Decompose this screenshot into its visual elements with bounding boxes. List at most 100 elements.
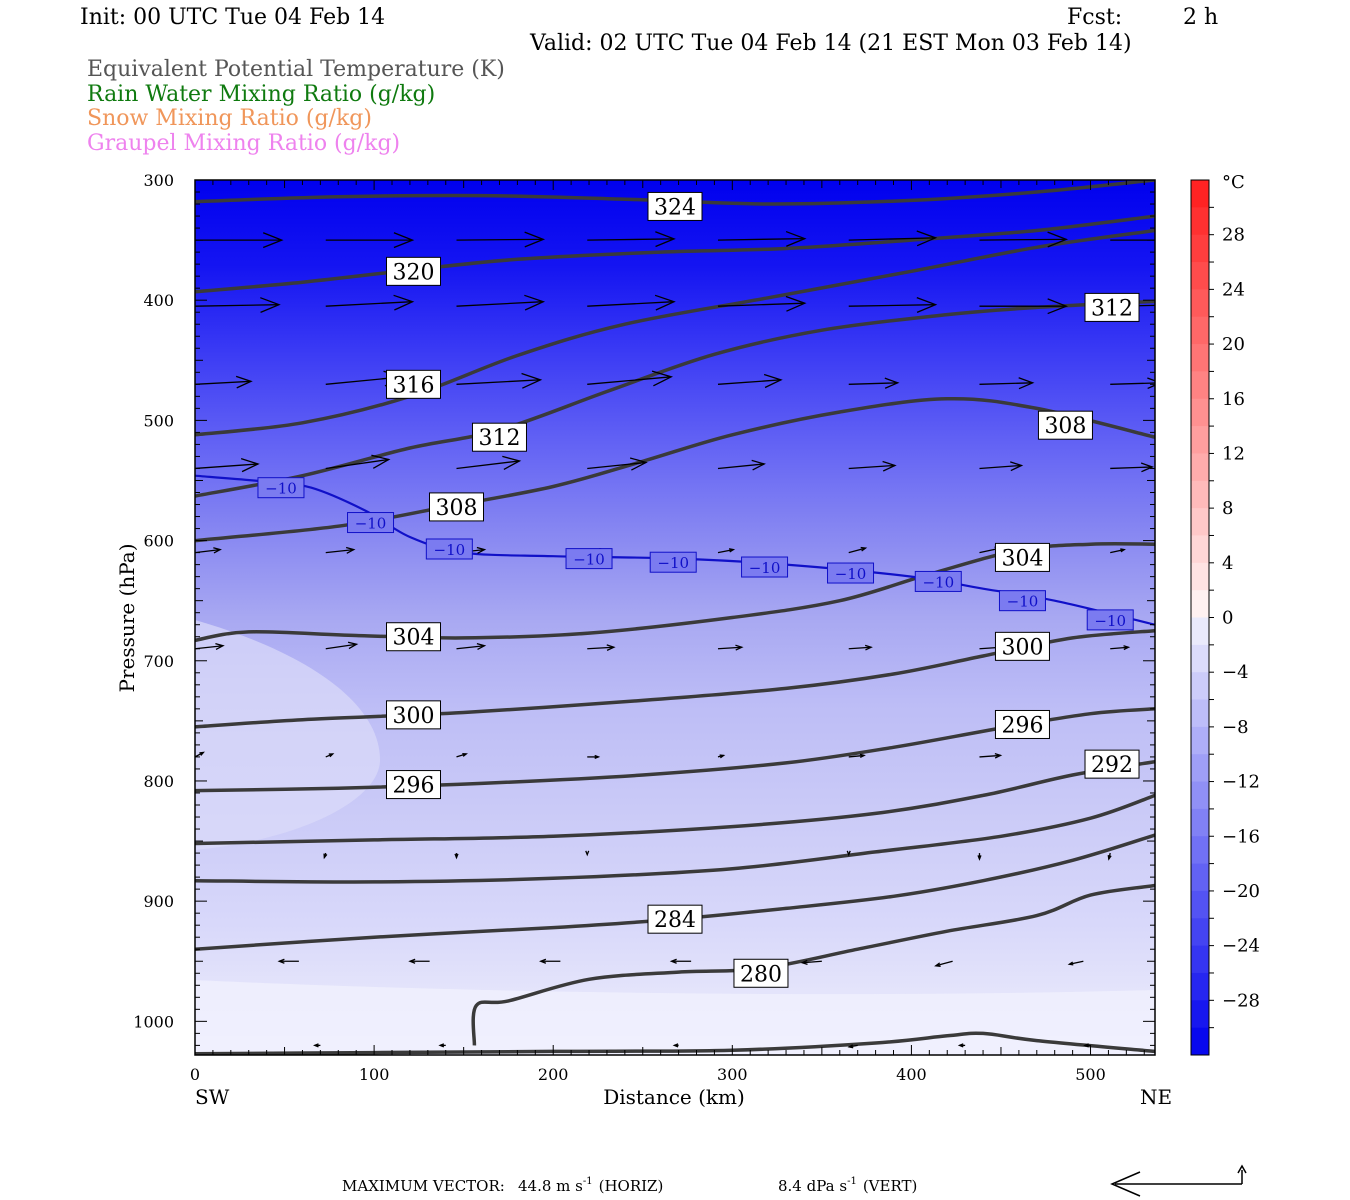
horiz-exponent: -1 [583,1176,593,1187]
wind-vector [323,852,328,860]
wind-vector [848,644,873,651]
wind-vector [313,1043,321,1048]
svg-text:292: 292 [1091,753,1133,778]
vert-max-text: 8.4 dPa s-1 (VERT) [778,1176,917,1195]
theta-e-contour [195,1031,1155,1055]
wind-vector [848,297,938,313]
wind-vector [456,643,487,650]
colorbar-label: 0 [1222,608,1233,629]
wind-vector [325,753,335,758]
x-tick-label: 200 [538,1065,569,1084]
wind-vector [1083,1043,1091,1048]
wind-vector [195,232,284,249]
colorbar-swatch [1191,699,1209,728]
wind-vector [979,231,1069,248]
svg-text:280: 280 [740,962,782,987]
colorbar-swatch [1191,808,1209,837]
svg-text:316: 316 [393,373,435,398]
svg-text:−10: −10 [265,480,297,498]
wind-vector [934,960,953,967]
colorbar-swatch [1191,972,1209,1001]
wind-vector [717,295,807,312]
legend-graupel: Graupel Mixing Ratio (g/kg) [87,131,401,156]
colorbar-swatch [1191,890,1209,919]
colorbar-swatch [1191,234,1209,263]
wind-vector [847,1044,858,1049]
svg-text:304: 304 [393,626,435,651]
svg-text:−10: −10 [749,559,781,577]
wind-vector [848,546,868,554]
wind-vector [325,454,391,470]
theta-e-label: 308 [428,492,484,522]
wind-vector [848,230,938,247]
wind-vector [717,459,766,471]
wind-vector [979,298,1069,315]
theta-e-label: 324 [647,191,703,221]
forecast-hours: 2 h [1183,5,1219,30]
svg-text:312: 312 [478,426,520,451]
colorbar-swatch [1191,781,1209,810]
svg-text:308: 308 [435,496,477,521]
wind-vector [325,294,415,311]
colorbar-swatch [1191,480,1209,509]
theta-e-label: 296 [386,770,442,800]
reference-vector [1110,1164,1247,1197]
wind-vector [587,644,616,651]
colorbar-swatch [1191,289,1209,318]
wind-vector [195,297,281,313]
colorbar-label: −20 [1222,881,1260,902]
theta-e-label: 280 [733,958,789,988]
wind-vector [456,752,468,758]
wind-vector [195,375,253,389]
colorbar-label: 8 [1222,498,1233,519]
colorbar-label: −28 [1222,990,1260,1011]
wind-vector [585,850,590,857]
legend-rain-water: Rain Water Mixing Ratio (g/kg) [87,82,436,107]
shade-patch [195,980,1155,1055]
theta-e-label: 304 [994,542,1050,572]
wind-vector [587,231,676,248]
y-axis-label: Pressure (hPa) [115,544,139,693]
wind-vector [408,958,430,964]
svg-text:304: 304 [1001,546,1043,571]
theta-e-contour [195,833,1155,951]
temperature-label: −10 [425,538,473,560]
wind-vector [717,644,744,651]
max-vector-label: MAXIMUM VECTOR: [342,1177,505,1195]
colorbar-label: 12 [1222,443,1245,464]
colorbar-label: −24 [1222,936,1260,957]
horiz-max-text: 44.8 m s-1 (HORIZ) [518,1176,663,1195]
colorbar-swatch [1191,180,1209,208]
wind-vector [672,1043,679,1048]
x-axis-right-end: NE [1140,1085,1172,1109]
wind-vector [325,546,356,554]
x-axis-label: Distance (km) [603,1085,745,1109]
colorbar-label: 4 [1222,553,1233,574]
theta-e-label: 320 [386,256,442,286]
wind-vector [848,460,897,472]
theta-e-label: 312 [471,422,527,452]
shade-patch [195,620,380,850]
svg-text:324: 324 [654,195,696,220]
wind-vector [325,232,415,249]
svg-text:−10: −10 [434,541,466,559]
temperature-label: −10 [257,477,305,499]
colorbar-label: −4 [1222,662,1249,683]
colorbar-swatch [1191,453,1209,482]
wind-vector [456,372,543,389]
colorbar-label: 28 [1222,225,1245,246]
wind-vector [979,461,1024,472]
wind-vector [1110,548,1126,554]
plot-frame [194,179,1156,1056]
wind-vector [277,958,299,964]
wind-vector [195,458,260,473]
theta-e-contour [195,793,1155,884]
theta-e-contour [195,214,1155,294]
theta-e-label: 284 [647,904,703,934]
temperature-label: −10 [347,512,395,534]
colorbar-swatch [1191,344,1209,372]
colorbar-swatch [1191,617,1209,646]
vert-exponent: -1 [847,1176,857,1187]
theta-e-contour [195,299,1155,498]
